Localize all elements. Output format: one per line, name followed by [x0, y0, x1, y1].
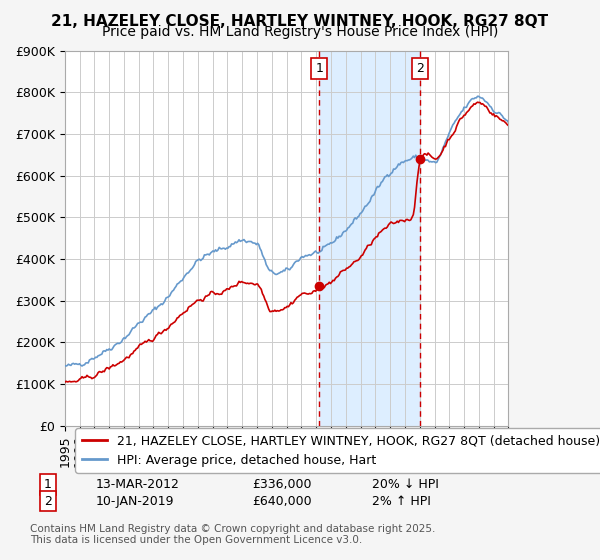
- Text: 21, HAZELEY CLOSE, HARTLEY WINTNEY, HOOK, RG27 8QT: 21, HAZELEY CLOSE, HARTLEY WINTNEY, HOOK…: [52, 14, 548, 29]
- Text: 20% ↓ HPI: 20% ↓ HPI: [372, 478, 439, 491]
- Text: 2: 2: [44, 494, 52, 508]
- Legend: 21, HAZELEY CLOSE, HARTLEY WINTNEY, HOOK, RG27 8QT (detached house), HPI: Averag: 21, HAZELEY CLOSE, HARTLEY WINTNEY, HOOK…: [76, 428, 600, 473]
- Text: 2% ↑ HPI: 2% ↑ HPI: [372, 494, 431, 508]
- Text: 2: 2: [416, 62, 424, 75]
- Text: £640,000: £640,000: [252, 494, 311, 508]
- Text: 13-MAR-2012: 13-MAR-2012: [96, 478, 180, 491]
- Text: 1: 1: [315, 62, 323, 75]
- Text: Price paid vs. HM Land Registry's House Price Index (HPI): Price paid vs. HM Land Registry's House …: [102, 25, 498, 39]
- Text: Contains HM Land Registry data © Crown copyright and database right 2025.
This d: Contains HM Land Registry data © Crown c…: [30, 524, 436, 545]
- Text: 1: 1: [44, 478, 52, 491]
- Text: £336,000: £336,000: [252, 478, 311, 491]
- Bar: [319, 51, 420, 426]
- Text: 10-JAN-2019: 10-JAN-2019: [96, 494, 175, 508]
